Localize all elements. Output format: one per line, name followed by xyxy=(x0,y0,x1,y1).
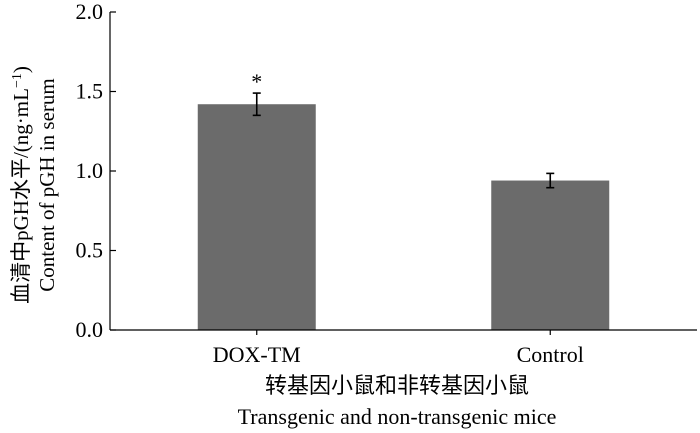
significance-marker: * xyxy=(251,69,262,94)
x-tick-label: DOX-TM xyxy=(213,342,301,367)
bar xyxy=(197,104,316,330)
y-tick-label: 1.5 xyxy=(76,79,104,104)
y-tick-label: 1.0 xyxy=(76,158,104,183)
y-axis-title-cn: 血清中pGH水平/(ng·mL−1) xyxy=(9,66,33,304)
y-tick-label: 0.5 xyxy=(76,238,104,263)
x-tick-label: Control xyxy=(517,342,584,367)
y-tick-label: 2.0 xyxy=(76,0,104,24)
x-axis-title-cn: 转基因小鼠和非转基因小鼠 xyxy=(265,373,529,398)
y-axis-title-en: Content of pGH in serum xyxy=(35,78,59,291)
y-axis-title: 血清中pGH水平/(ng·mL−1) Content of pGH in ser… xyxy=(9,66,59,304)
y-tick-label: 0.0 xyxy=(76,317,104,342)
bar xyxy=(491,180,610,330)
x-axis-title-en: Transgenic and non-transgenic mice xyxy=(238,404,557,429)
